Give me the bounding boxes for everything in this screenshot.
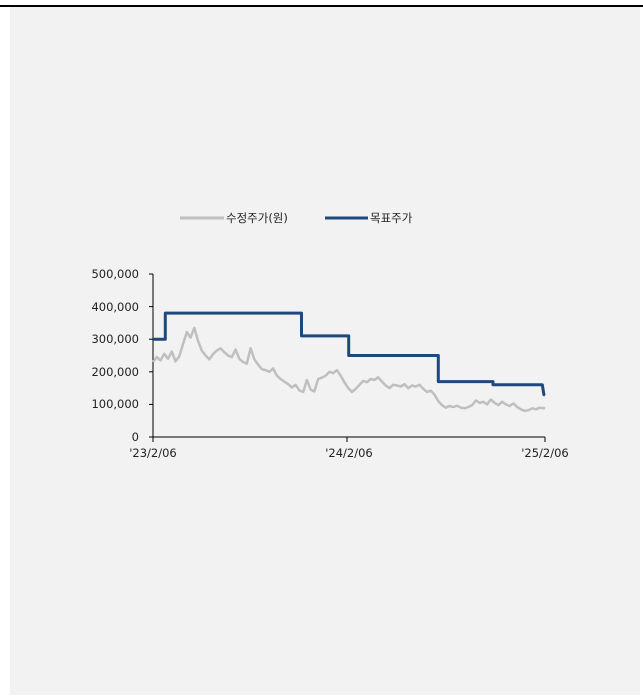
series-layer	[152, 311, 546, 413]
y-tick-label: 500,000	[91, 267, 139, 281]
x-ticks: '23/2/06 '24/2/06 '25/2/06	[129, 437, 569, 460]
legend-label-adjusted-price: 수정주가(원)	[226, 211, 288, 225]
chart-panel	[10, 7, 640, 695]
y-tick-label: 100,000	[91, 397, 139, 411]
legend: 수정주가(원) 목표주가	[180, 211, 413, 225]
y-tick-label: 300,000	[91, 332, 139, 346]
x-tick-label: '24/2/06	[325, 446, 373, 460]
adjusted-price-line	[152, 326, 546, 413]
y-ticks: 500,000 400,000 300,000 200,000 100,000 …	[91, 267, 139, 444]
legend-label-target-price: 목표주가	[370, 211, 413, 225]
x-tick-label: '25/2/06	[521, 446, 569, 460]
y-tick-label: 400,000	[91, 300, 139, 314]
y-tick-label: 0	[132, 430, 139, 444]
y-tick-label: 200,000	[91, 365, 139, 379]
top-rule	[0, 5, 643, 7]
x-tick-label: '23/2/06	[129, 446, 177, 460]
target-price-line	[153, 311, 546, 397]
